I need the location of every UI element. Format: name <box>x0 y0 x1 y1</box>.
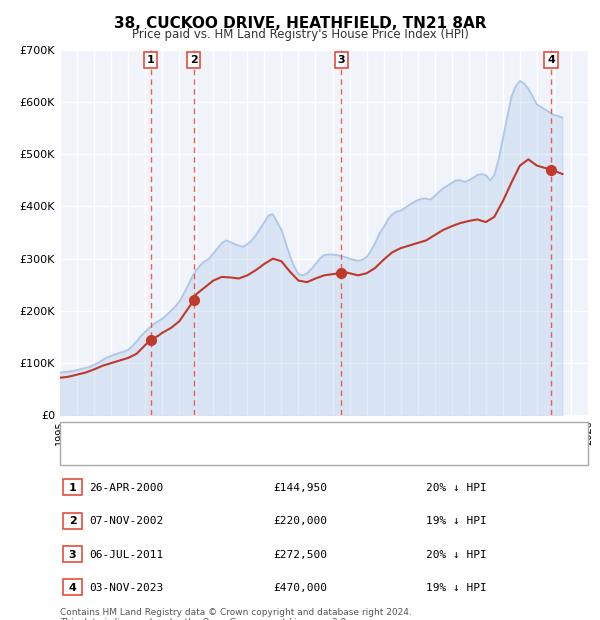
Text: 4: 4 <box>547 55 555 65</box>
Text: £272,500: £272,500 <box>273 549 327 559</box>
Text: 19% ↓ HPI: 19% ↓ HPI <box>425 516 487 526</box>
Text: ——: —— <box>72 446 97 459</box>
Text: 1: 1 <box>147 55 154 65</box>
Text: 20% ↓ HPI: 20% ↓ HPI <box>425 483 487 493</box>
Text: 3: 3 <box>337 55 345 65</box>
Text: 19% ↓ HPI: 19% ↓ HPI <box>425 583 487 593</box>
Text: 06-JUL-2011: 06-JUL-2011 <box>89 549 163 559</box>
Text: Price paid vs. HM Land Registry's House Price Index (HPI): Price paid vs. HM Land Registry's House … <box>131 28 469 41</box>
Text: £144,950: £144,950 <box>273 483 327 493</box>
Text: 03-NOV-2023: 03-NOV-2023 <box>89 583 163 593</box>
Text: 2: 2 <box>69 516 76 526</box>
Text: HPI: Average price, detached house, Wealden: HPI: Average price, detached house, Weal… <box>114 448 352 458</box>
Text: 38, CUCKOO DRIVE, HEATHFIELD, TN21 8AR: 38, CUCKOO DRIVE, HEATHFIELD, TN21 8AR <box>114 16 486 30</box>
Text: 26-APR-2000: 26-APR-2000 <box>89 483 163 493</box>
Text: ——: —— <box>72 427 97 440</box>
Text: 1: 1 <box>69 483 76 493</box>
Text: 20% ↓ HPI: 20% ↓ HPI <box>425 549 487 559</box>
Text: 07-NOV-2002: 07-NOV-2002 <box>89 516 163 526</box>
Text: £470,000: £470,000 <box>273 583 327 593</box>
Text: 3: 3 <box>69 549 76 559</box>
Text: 4: 4 <box>68 583 77 593</box>
Text: 38, CUCKOO DRIVE, HEATHFIELD, TN21 8AR (detached house): 38, CUCKOO DRIVE, HEATHFIELD, TN21 8AR (… <box>114 429 437 439</box>
Text: 2: 2 <box>190 55 197 65</box>
Text: £220,000: £220,000 <box>273 516 327 526</box>
Text: Contains HM Land Registry data © Crown copyright and database right 2024.
This d: Contains HM Land Registry data © Crown c… <box>60 608 412 620</box>
